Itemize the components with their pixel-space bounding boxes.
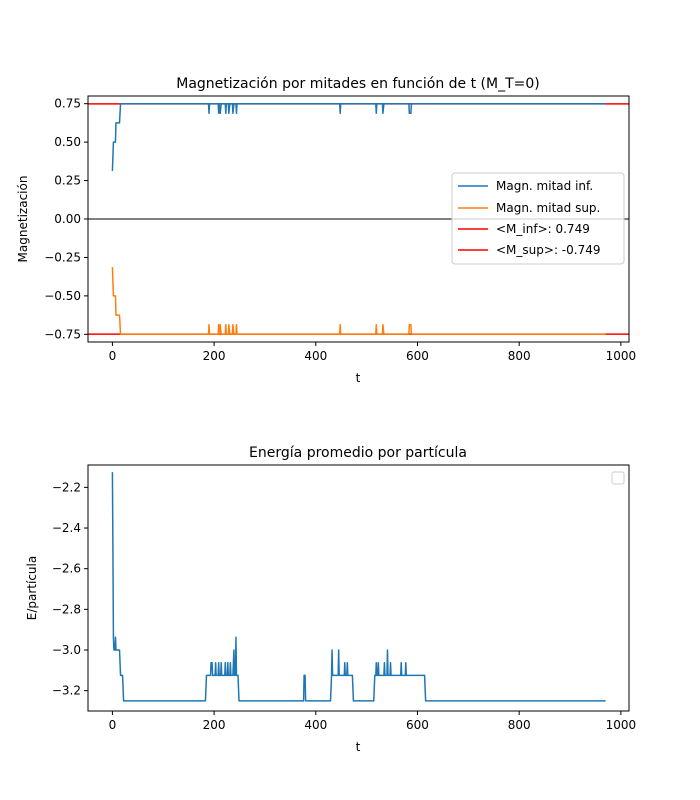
x-axis-label: t <box>356 740 361 754</box>
y-tick-label: −2.2 <box>52 480 81 494</box>
x-tick-label: 400 <box>304 718 327 732</box>
plot-area <box>88 102 629 336</box>
legend-label-sup: Magn. mitad sup. <box>496 201 600 215</box>
x-tick-label: 1000 <box>606 718 637 732</box>
legend-label-mean-sup: <M_sup>: -0.749 <box>496 243 600 257</box>
y-tick-label: 0.25 <box>54 174 81 188</box>
y-axis-label: Magnetización <box>16 176 30 263</box>
y-tick-label: 0.00 <box>54 212 81 226</box>
legend-label-mean-inf: <M_inf>: 0.749 <box>496 222 590 236</box>
x-tick-label: 800 <box>508 718 531 732</box>
y-tick-label: −2.4 <box>52 521 81 535</box>
x-tick-label: 200 <box>203 349 226 363</box>
axes-frame <box>87 464 630 712</box>
series-line-1 <box>111 102 606 171</box>
x-tick-label: 600 <box>406 349 429 363</box>
y-tick-label: −0.50 <box>44 289 81 303</box>
magnetization-plot: Magnetización por mitades en función de … <box>16 76 636 385</box>
y-axis-ticks: 0.75 0.50 0.25 0.00 −0.25 −0.50 −0.75 <box>44 97 88 341</box>
x-tick-label: 200 <box>203 718 226 732</box>
legend-label-inf: Magn. mitad inf. <box>496 179 593 193</box>
x-tick-label: 1000 <box>606 349 637 363</box>
x-tick-label: 0 <box>109 718 117 732</box>
legend-box <box>611 471 625 485</box>
y-tick-label: −3.2 <box>52 684 81 698</box>
legend <box>611 471 625 485</box>
energy-plot: Energía promedio por partícula 0 200 400 60… <box>25 445 636 754</box>
x-axis-ticks: 0 200 400 600 800 1000 <box>109 711 637 732</box>
x-tick-label: 800 <box>508 349 531 363</box>
y-axis-ticks: −2.2 −2.4 −2.6 −2.8 −3.0 −3.2 <box>52 480 88 698</box>
y-tick-label: −0.25 <box>44 250 81 264</box>
y-tick-label: −2.6 <box>52 562 81 576</box>
series-line-1 <box>111 472 606 702</box>
x-tick-label: 600 <box>406 718 429 732</box>
y-tick-label: 0.75 <box>54 97 81 111</box>
series-line-2 <box>111 267 606 336</box>
y-axis-label: E/partícula <box>25 556 39 620</box>
legend: Magn. mitad inf. Magn. mitad sup. <M_inf… <box>451 172 625 265</box>
y-tick-label: 0.50 <box>54 135 81 149</box>
x-tick-label: 0 <box>109 349 117 363</box>
y-tick-label: −0.75 <box>44 327 81 341</box>
legend-box <box>451 172 625 265</box>
series-group <box>111 102 606 336</box>
chart-title: Magnetización por mitades en función de … <box>176 76 539 92</box>
y-tick-label: −2.8 <box>52 602 81 616</box>
x-tick-label: 400 <box>304 349 327 363</box>
x-axis-ticks: 0 200 400 600 800 1000 <box>109 342 637 363</box>
series-group <box>111 472 606 702</box>
x-axis-label: t <box>356 371 361 385</box>
chart-title: Energía promedio por partícula <box>249 445 467 461</box>
y-tick-label: −3.0 <box>52 643 81 657</box>
